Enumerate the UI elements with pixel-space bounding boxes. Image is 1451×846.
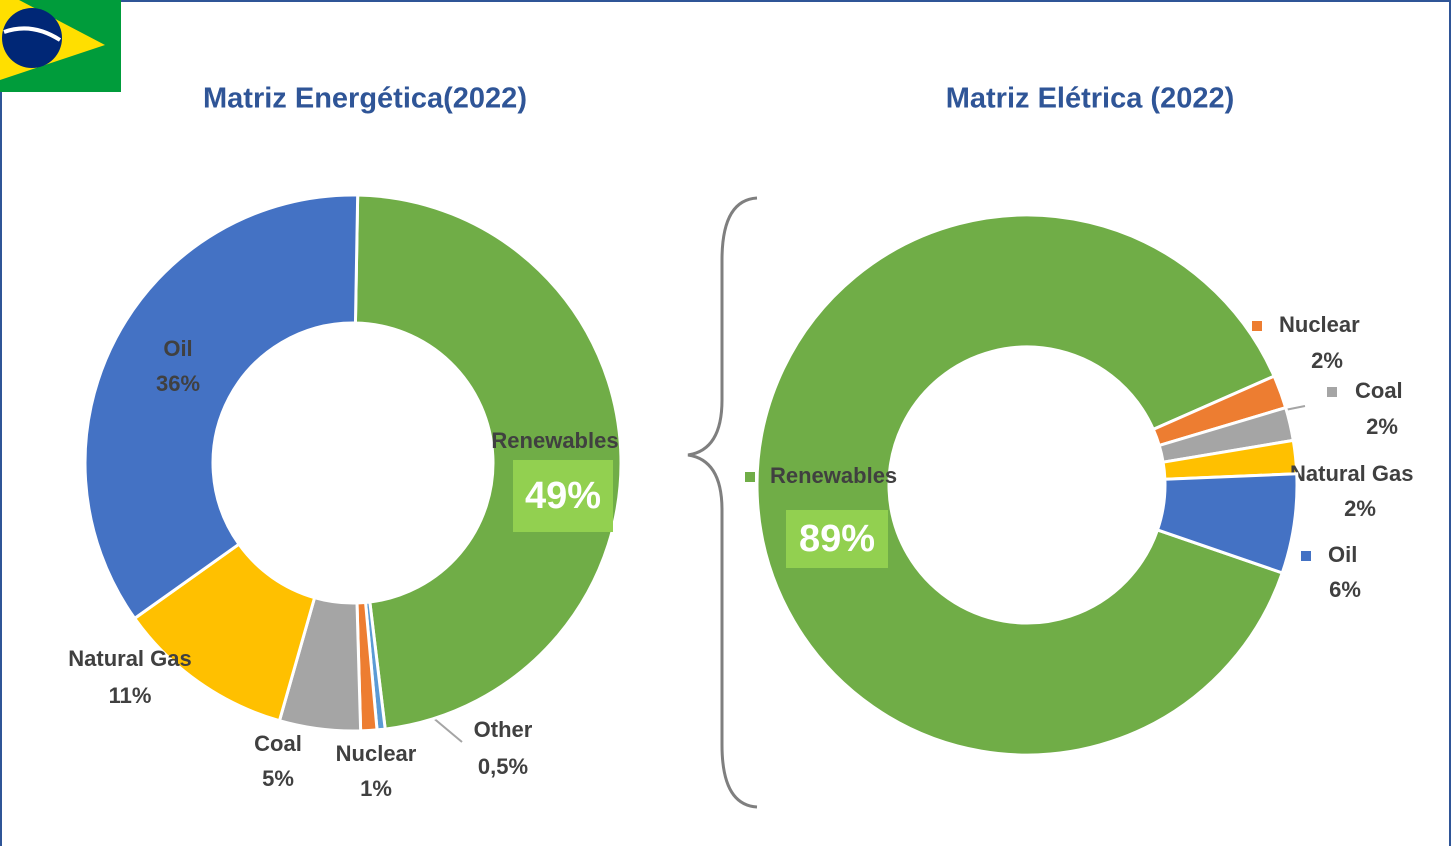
category-label: Nuclear bbox=[336, 741, 417, 766]
chart-title: Matriz Elétrica (2022) bbox=[946, 83, 1235, 115]
value-label: 11% bbox=[109, 683, 152, 708]
category-label: Nuclear bbox=[1279, 312, 1360, 337]
brace bbox=[687, 196, 758, 809]
value-label: 49% bbox=[525, 475, 601, 517]
category-label: Oil bbox=[163, 336, 192, 361]
value-label: 89% bbox=[799, 518, 875, 560]
category-label: Renewables bbox=[491, 428, 618, 453]
flag bbox=[0, 0, 121, 92]
value-label: 5% bbox=[262, 766, 294, 791]
category-label: Oil bbox=[1328, 542, 1357, 567]
leader-line bbox=[1284, 405, 1306, 411]
value-label: 6% bbox=[1329, 577, 1361, 602]
value-label: 2% bbox=[1311, 348, 1343, 373]
category-label: Other bbox=[474, 717, 533, 742]
category-label: Coal bbox=[1355, 378, 1403, 403]
category-label: Renewables bbox=[770, 463, 897, 488]
value-label: 36% bbox=[156, 371, 200, 396]
value-label: 0,5% bbox=[478, 754, 528, 779]
category-label: Coal bbox=[254, 731, 302, 756]
chart-title: Matriz Energética(2022) bbox=[203, 83, 527, 115]
slice bbox=[755, 213, 1285, 757]
slice bbox=[353, 193, 623, 731]
value-label: 1% bbox=[360, 776, 392, 801]
value-box bbox=[513, 460, 613, 532]
legend-marker bbox=[745, 472, 755, 482]
category-label: Natural Gas bbox=[68, 646, 192, 671]
slice bbox=[1155, 472, 1299, 575]
legend-marker bbox=[1301, 551, 1311, 561]
legend-marker bbox=[1252, 321, 1262, 331]
slice bbox=[83, 193, 360, 621]
value-box bbox=[786, 510, 888, 568]
legend-marker bbox=[1327, 387, 1337, 397]
value-label: 2% bbox=[1366, 414, 1398, 439]
category-label: Natural Gas bbox=[1290, 461, 1414, 486]
value-label: 2% bbox=[1344, 496, 1376, 521]
